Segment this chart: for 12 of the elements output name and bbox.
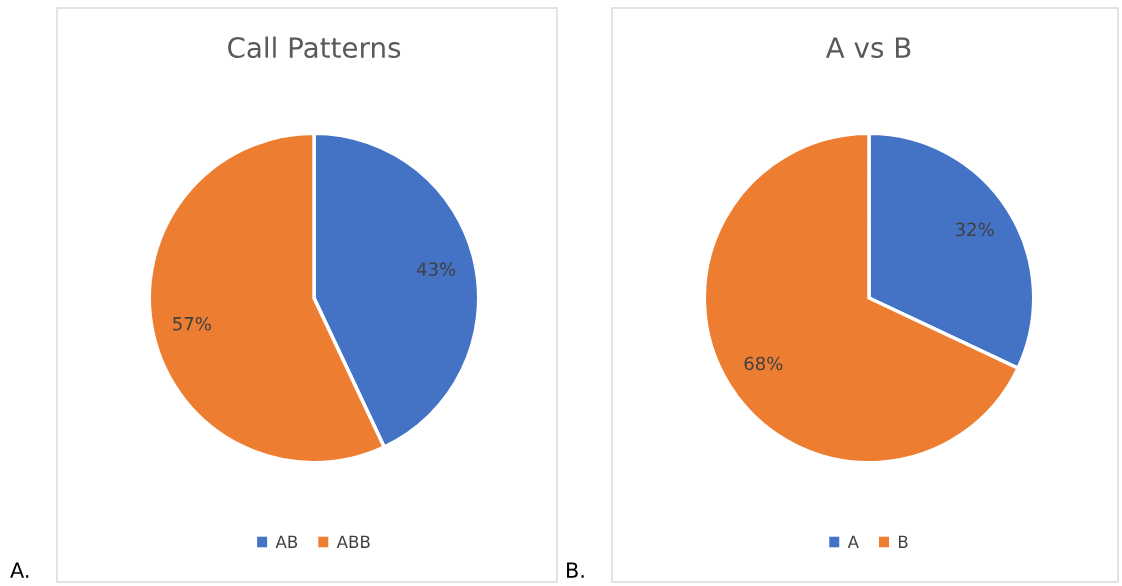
legend-label: A xyxy=(847,535,859,548)
data-label: 43% xyxy=(416,262,456,276)
legend-label: AB xyxy=(275,535,298,548)
legend-label: ABB xyxy=(336,535,370,548)
data-label: 32% xyxy=(956,222,994,237)
chart-title: Call Patterns xyxy=(228,36,401,59)
text: B. xyxy=(567,562,584,578)
data-label: 57% xyxy=(173,316,211,331)
legend-label: B xyxy=(898,535,908,548)
data-label: 68% xyxy=(744,356,783,371)
chart-title: A vs B xyxy=(825,37,911,59)
text: A. xyxy=(10,562,29,578)
